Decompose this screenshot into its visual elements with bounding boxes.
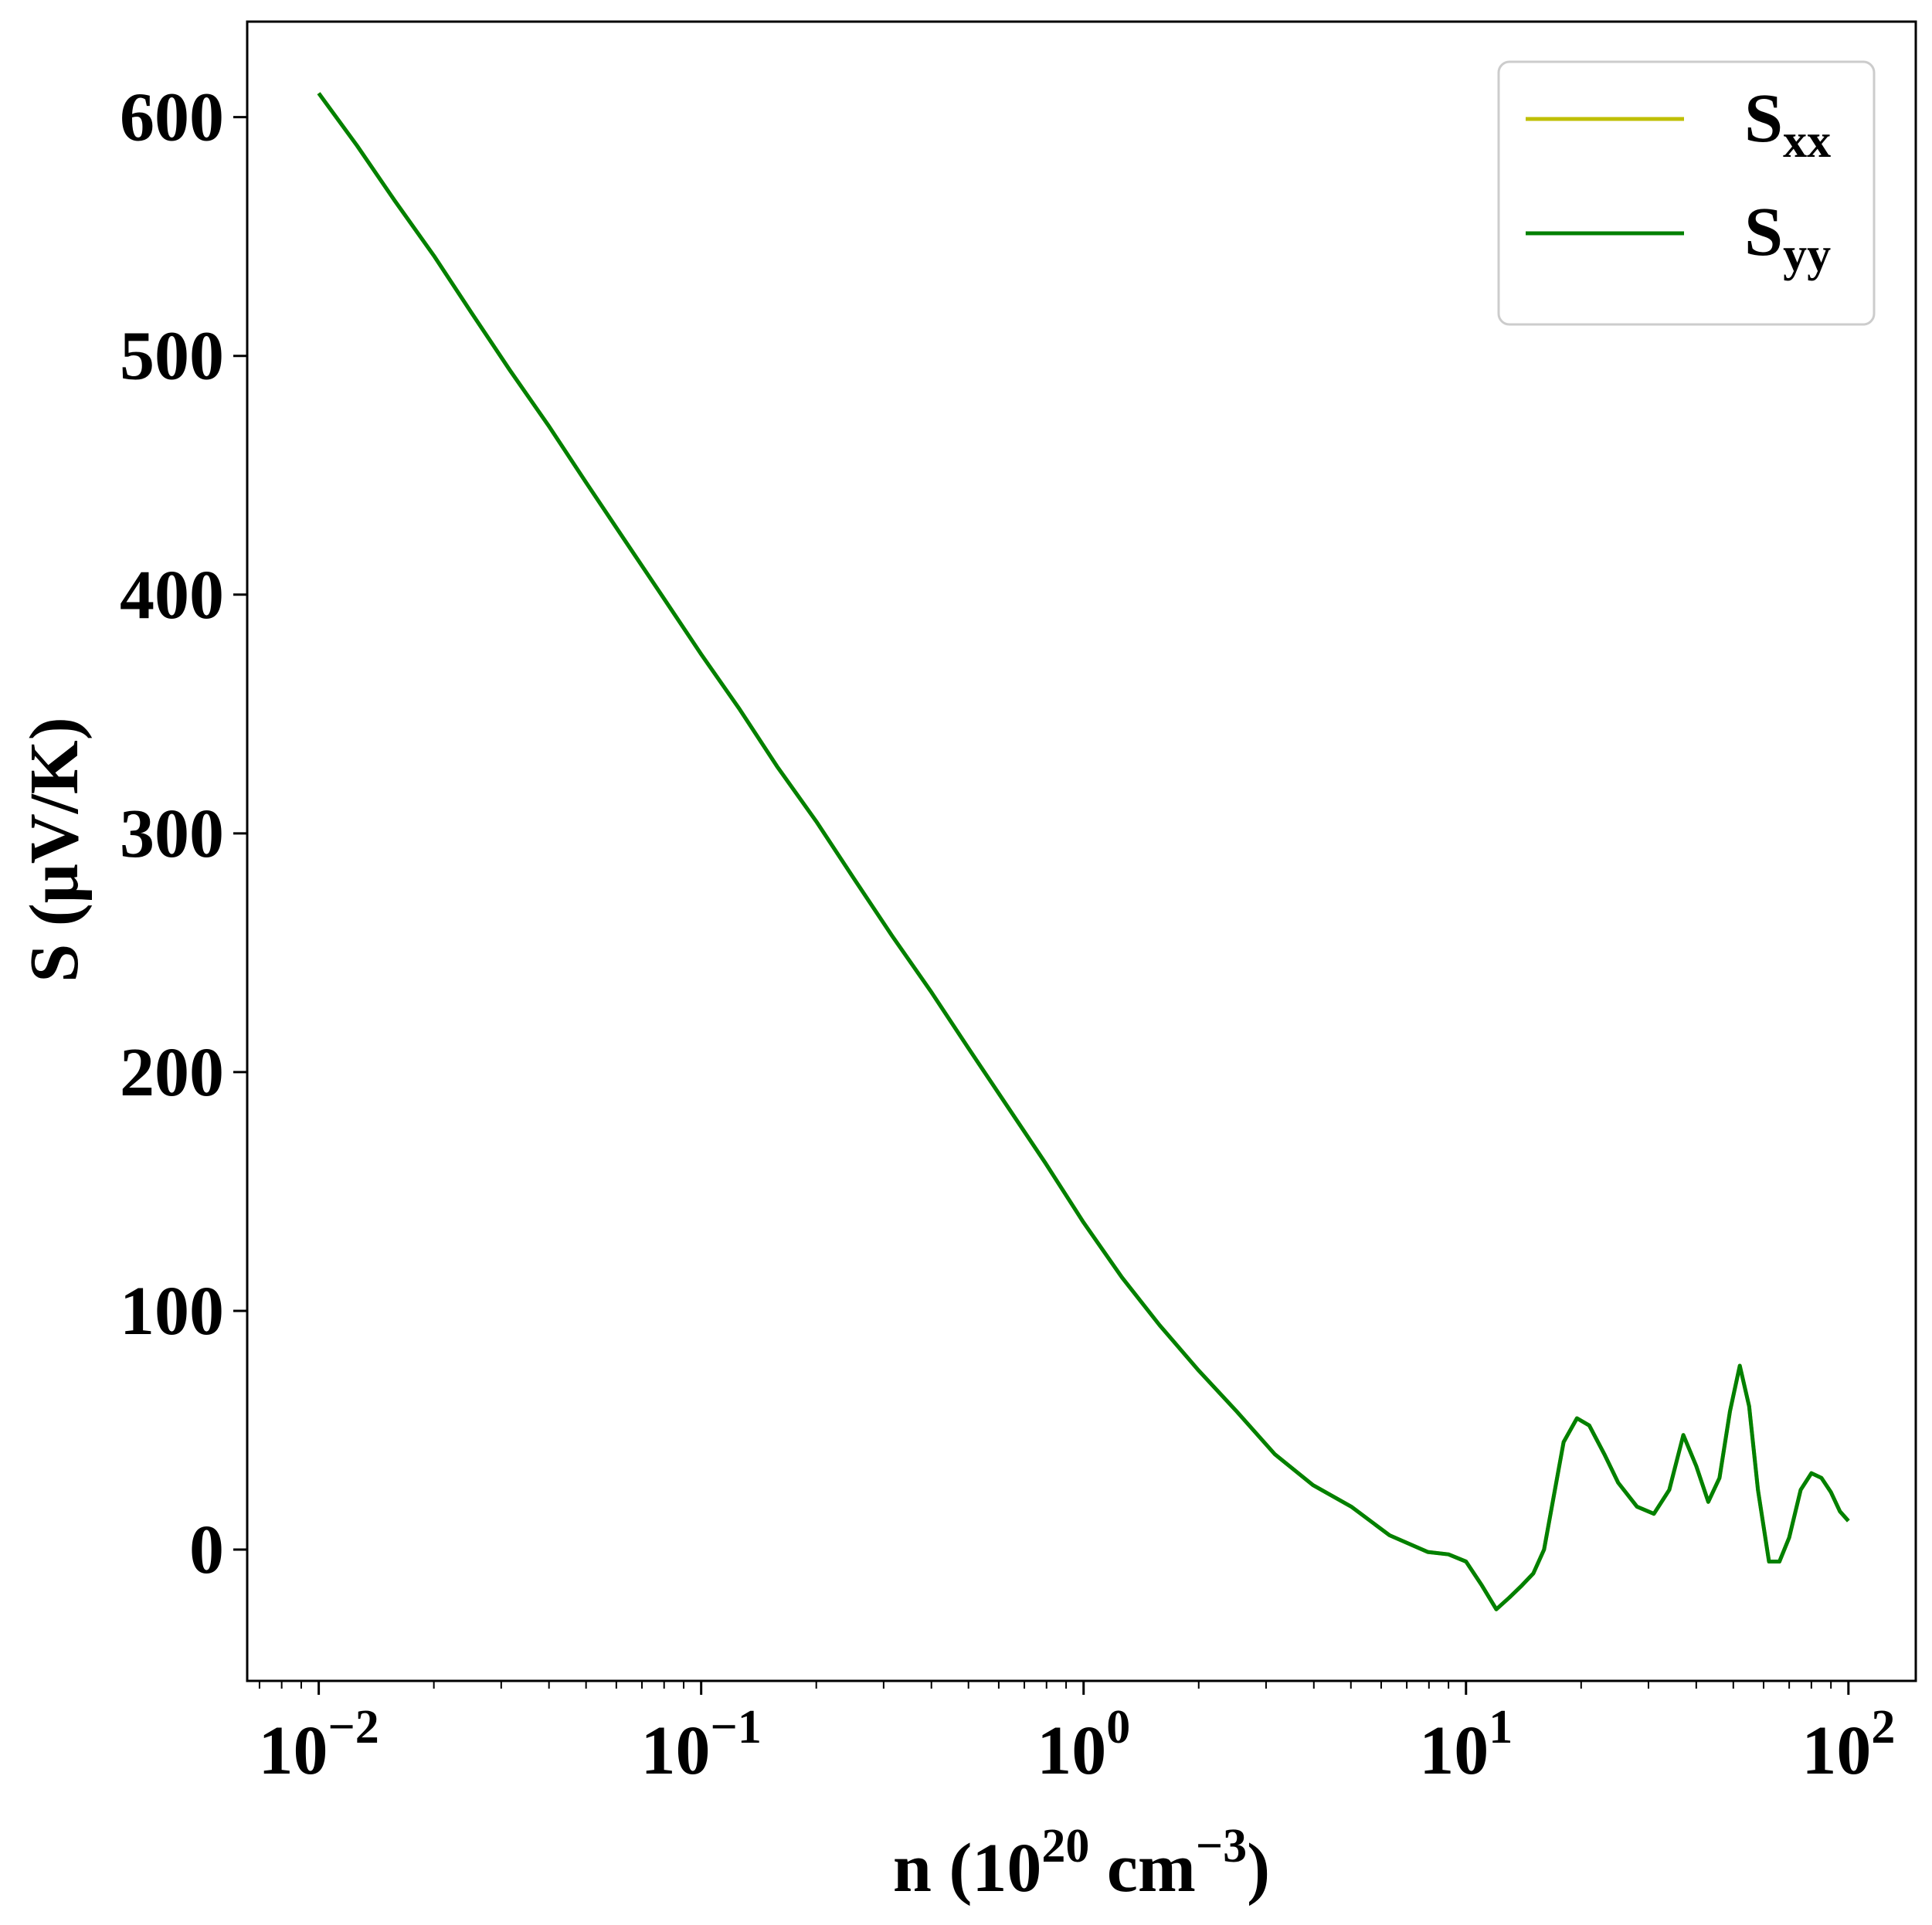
x-tick-label: 100 (1037, 1701, 1130, 1789)
y-tick-label: 0 (189, 1512, 224, 1588)
series-line-syy (317, 92, 1850, 1611)
x-tick-label-exp: 0 (1106, 1701, 1130, 1754)
x-axis-title: n (1020 cm−3) (893, 1820, 1270, 1906)
y-axis-title: S (μV/K) (16, 717, 93, 983)
y-axis: 0 100 200 300 400 500 600 (120, 80, 247, 1588)
legend-label-sxx-sub: xx (1783, 115, 1831, 168)
legend-label-syy-sub: yy (1783, 229, 1831, 281)
y-tick-label: 500 (120, 318, 224, 395)
x-axis-title-sup2: −3 (1196, 1820, 1247, 1872)
x-axis: 10−2 10−1 100 101 102 (258, 1681, 1895, 1789)
y-tick-label: 600 (120, 80, 224, 156)
x-tick-label-base: 10 (1037, 1713, 1106, 1789)
y-tick-label: 300 (120, 796, 224, 872)
x-tick-label-exp: 1 (1489, 1701, 1513, 1754)
x-tick-label-base: 10 (1801, 1713, 1871, 1789)
x-tick-label: 10−1 (640, 1701, 761, 1789)
y-tick-label: 200 (120, 1034, 224, 1111)
x-tick-label-exp: −1 (710, 1701, 761, 1754)
legend-box (1497, 60, 1876, 326)
x-axis-title-post: ) (1247, 1830, 1270, 1906)
x-axis-title-mid: cm (1089, 1830, 1195, 1906)
x-tick-label-base: 10 (258, 1713, 328, 1789)
legend-label-syy: Syy (1744, 194, 1831, 281)
legend-label-sxx-main: S (1744, 80, 1783, 157)
x-tick-label-base: 10 (640, 1713, 710, 1789)
x-tick-label-exp: −2 (328, 1701, 379, 1754)
x-tick-label: 102 (1801, 1701, 1895, 1789)
x-axis-title-sup1: 20 (1041, 1820, 1089, 1872)
x-tick-label: 10−2 (258, 1701, 379, 1789)
plot-frame (246, 20, 1917, 1682)
series-layer (317, 92, 1850, 1611)
legend: Sxx Syy (1497, 60, 1876, 326)
legend-label-sxx: Sxx (1744, 80, 1831, 168)
x-axis-title-pre: n (10 (893, 1830, 1042, 1906)
x-tick-label: 101 (1419, 1701, 1513, 1789)
x-tick-label-base: 10 (1419, 1713, 1489, 1789)
y-tick-label: 400 (120, 557, 224, 633)
y-tick-label: 100 (120, 1273, 224, 1350)
legend-label-syy-main: S (1744, 194, 1783, 270)
x-tick-label-exp: 2 (1871, 1701, 1895, 1754)
